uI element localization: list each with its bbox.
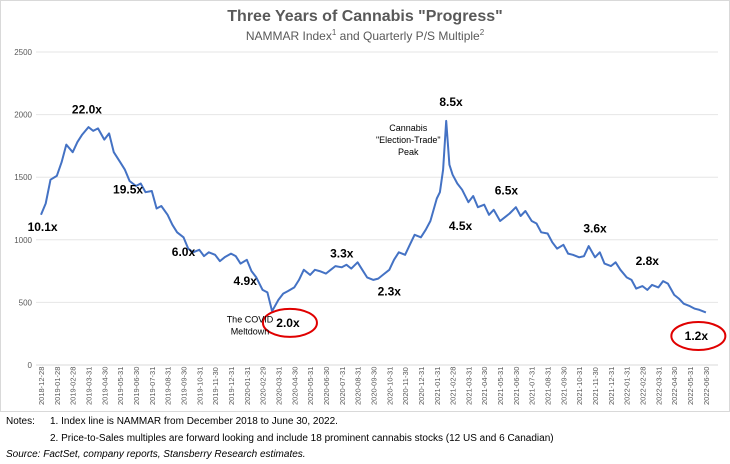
- x-tick-label: 2019-08-31: [164, 367, 173, 405]
- x-tick-label: 2019-04-30: [100, 367, 109, 405]
- x-tick-label: 2022-06-30: [702, 367, 711, 405]
- x-tick-label: 2021-12-31: [607, 367, 616, 405]
- x-tick-label: 2022-03-31: [654, 367, 663, 405]
- notes-label: Notes:: [6, 416, 35, 427]
- subtitle-text: NAMMAR Index: [245, 29, 332, 43]
- y-tick-label: 1500: [14, 173, 32, 182]
- x-tick-label: 2020-07-31: [338, 367, 347, 405]
- y-tick-label: 500: [19, 298, 33, 307]
- x-tick-label: 2019-02-28: [69, 367, 78, 405]
- source-note: Source: FactSet, company reports, Stansb…: [6, 449, 306, 460]
- note-1-row: Notes: 1. Index line is NAMMAR from Decem…: [6, 416, 338, 427]
- x-tick-label: 2022-01-31: [623, 367, 632, 405]
- y-tick-label: 1000: [14, 236, 32, 245]
- x-tick-label: 2021-10-31: [575, 367, 584, 405]
- ps-multiple-label: 6.0x: [172, 245, 196, 259]
- x-tick-label: 2019-06-30: [132, 367, 141, 405]
- x-tick-label: 2019-07-31: [148, 367, 157, 405]
- callout-text: Meltdown: [231, 326, 270, 336]
- x-tick-label: 2021-11-30: [591, 367, 600, 405]
- callout-text: The COVID: [227, 314, 274, 324]
- ps-multiple-label: 19.5x: [113, 182, 143, 196]
- ps-multiple-label: 2.0x: [276, 316, 300, 330]
- x-tick-label: 2022-05-31: [686, 367, 695, 405]
- ps-multiple-label: 4.5x: [449, 219, 473, 233]
- x-tick-label: 2019-09-30: [179, 367, 188, 405]
- x-tick-label: 2021-08-31: [544, 367, 553, 405]
- highlight-circle: [261, 307, 318, 338]
- ps-multiple-label: 8.5x: [439, 95, 463, 109]
- chart-plot: 0 500 1000 1500 2000 2500 2018-12-28 2019-01-28…: [14, 48, 727, 405]
- nammar-index-line: [40, 119, 707, 314]
- ps-multiple-label: 22.0x: [72, 102, 102, 116]
- x-tick-label: 2021-06-30: [512, 367, 521, 405]
- ps-multiple-label: 3.3x: [330, 246, 354, 260]
- x-tick-label: 2021-09-30: [559, 367, 568, 405]
- x-tick-label: 2020-02-29: [259, 367, 268, 405]
- x-tick-label: 2020-01-31: [243, 367, 252, 405]
- y-tick-label: 2500: [14, 48, 32, 57]
- y-tick-label: 2000: [14, 111, 32, 120]
- ps-multiple-label: 10.1x: [28, 220, 58, 234]
- ps-multiple-label: 6.5x: [495, 184, 519, 198]
- ps-multiple-label: 2.8x: [636, 254, 660, 268]
- note-1: 1. Index line is NAMMAR from December 20…: [50, 416, 338, 427]
- y-tick-label: 0: [28, 361, 33, 370]
- footnote-ref-1: 1: [331, 28, 337, 37]
- ps-multiple-label: 2.3x: [378, 285, 402, 299]
- x-tick-label: 2020-11-30: [401, 367, 410, 405]
- x-tick-label: 2019-10-31: [195, 367, 204, 405]
- x-tick-label: 2021-01-31: [433, 367, 442, 405]
- x-tick-label: 2021-05-31: [496, 367, 505, 405]
- x-tick-label: 2018-12-28: [37, 367, 46, 405]
- x-tick-label: 2020-10-31: [385, 367, 394, 405]
- x-tick-label: 2020-08-31: [354, 367, 363, 405]
- x-tick-label: 2019-01-28: [53, 367, 62, 405]
- callout-text: Peak: [398, 147, 419, 157]
- x-tick-label: 2022-02-28: [639, 367, 648, 405]
- callout-text: Cannabis: [389, 123, 428, 133]
- x-tick-label: 2019-11-30: [211, 367, 220, 405]
- x-tick-label: 2019-12-31: [227, 367, 236, 405]
- x-tick-label: 2020-12-31: [417, 367, 426, 405]
- footnote-ref-2: 2: [479, 28, 485, 37]
- note-2: 2. Price-to-Sales multiples are forward …: [50, 433, 554, 444]
- highlight-circle: [670, 320, 727, 351]
- x-tick-label: 2021-07-31: [528, 367, 537, 405]
- x-tick-label: 2020-09-30: [369, 367, 378, 405]
- ps-multiple-label: 3.6x: [583, 221, 607, 235]
- x-tick-label: 2020-04-30: [290, 367, 299, 405]
- x-tick-label: 2022-04-30: [670, 367, 679, 405]
- x-tick-label: 2021-04-30: [480, 367, 489, 405]
- callout-text: "Election-Trade": [376, 135, 441, 145]
- x-tick-label: 2019-05-31: [116, 367, 125, 405]
- subtitle-text-2: and Quarterly P/S Multiple: [336, 29, 480, 43]
- x-tick-label: 2021-02-28: [449, 367, 458, 405]
- x-tick-label: 2020-03-31: [274, 367, 283, 405]
- chart-title: Three Years of Cannabis "Progress": [227, 8, 503, 25]
- x-tick-label: 2021-03-31: [464, 367, 473, 405]
- ps-multiple-label: 1.2x: [685, 329, 709, 343]
- x-tick-label: 2020-05-31: [306, 367, 315, 405]
- ps-multiple-label: 4.9x: [234, 274, 258, 288]
- x-tick-label: 2020-06-30: [322, 367, 331, 405]
- x-tick-label: 2019-03-31: [84, 367, 93, 405]
- chart-subtitle: NAMMAR Index1 and Quarterly P/S Multiple…: [0, 28, 730, 43]
